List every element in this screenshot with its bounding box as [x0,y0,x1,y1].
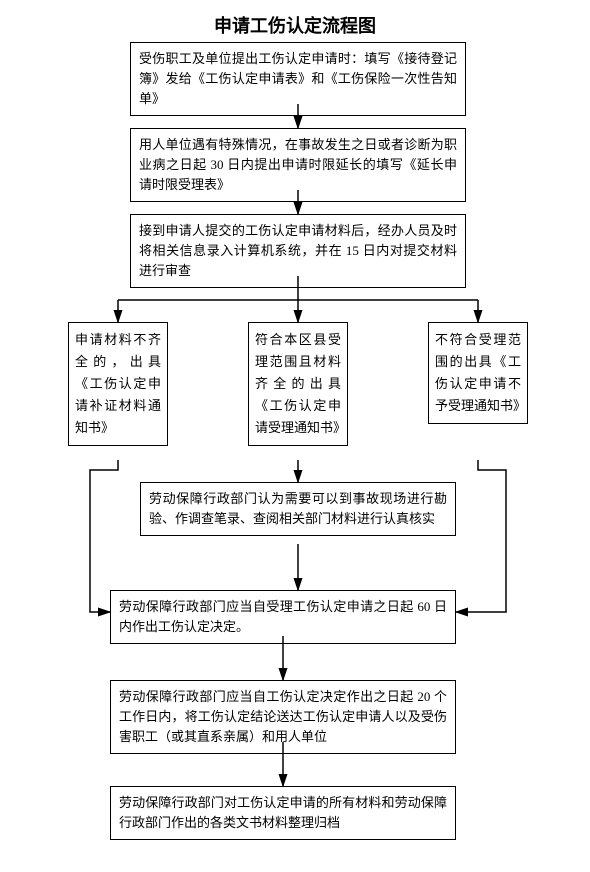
node-b9: 劳动保障行政部门应当自工伤认定决定作出之日起 20 个工作日内，将工伤认定结论送… [110,680,456,754]
node-b2: 用人单位遇有特殊情况，在事故发生之日或者诊断为职业病之日起 30 日内提出申请时… [130,128,466,202]
node-b5: 符合本区县受理范围且材料齐全的出具《工伤认定申请受理通知书》 [248,322,348,446]
node-b1: 受伤职工及单位提出工伤认定申请时：填写《接待登记簿》发给《工伤认定申请表》和《工… [130,42,466,116]
node-b4: 申请材料不齐全的，出具《工伤认定申请补证材料通知书》 [68,322,168,446]
node-b7: 劳动保障行政部门认为需要可以到事故现场进行勘验、作调查笔录、查阅相关部门材料进行… [140,482,456,536]
node-b6: 不符合受理范围的出具《工伤认定申请不予受理通知书》 [428,322,528,424]
flowchart-title: 申请工伤认定流程图 [0,0,590,44]
node-b8: 劳动保障行政部门应当自受理工伤认定申请之日起 60 日内作出工伤认定决定。 [110,590,456,644]
node-b3: 接到申请人提交的工伤认定申请材料后，经办人员及时将相关信息录入计算机系统，并在 … [130,214,466,288]
node-b10: 劳动保障行政部门对工伤认定申请的所有材料和劳动保障行政部门作出的各类文书材料整理… [110,786,456,840]
